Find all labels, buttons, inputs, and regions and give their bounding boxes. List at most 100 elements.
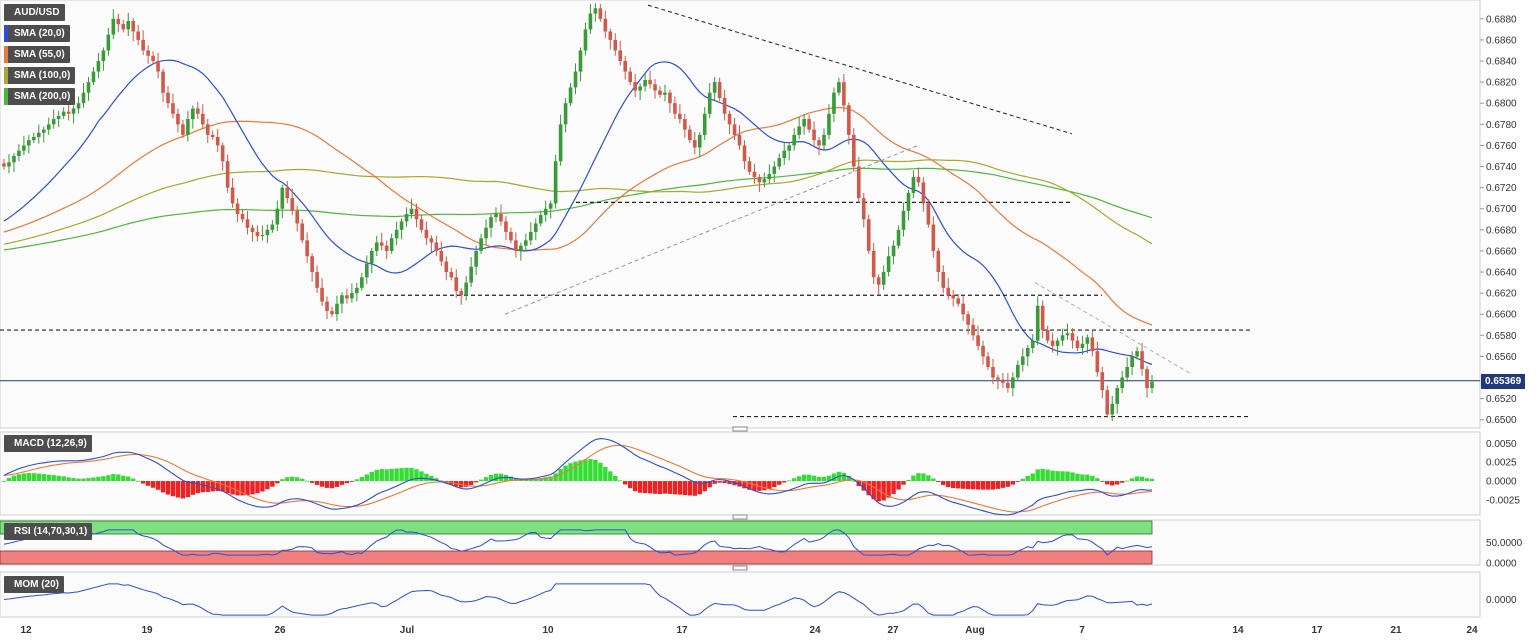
macd-histogram-bar: [528, 479, 533, 482]
candle-body: [588, 13, 593, 30]
macd-histogram-bar: [811, 475, 817, 482]
candle-body: [141, 39, 145, 51]
candle-body: [697, 134, 702, 148]
macd-histogram-bar: [399, 468, 404, 482]
candle-body: [220, 145, 225, 162]
macd-histogram-bar: [523, 480, 529, 482]
sma-55-label[interactable]: SMA (55,0): [4, 46, 70, 63]
macd-histogram-bar: [1134, 476, 1140, 482]
resize-handle[interactable]: [732, 426, 748, 432]
candle-body: [1006, 382, 1010, 389]
rsi-label[interactable]: RSI (14,70,30,1): [4, 523, 93, 540]
macd-histogram-bar: [339, 481, 345, 485]
candle-body: [866, 219, 871, 251]
candle-body: [449, 272, 454, 278]
candle-body: [364, 263, 369, 278]
macd-histogram-bar: [563, 465, 568, 482]
candle-body: [1011, 377, 1015, 389]
macd-histogram-bar: [1035, 469, 1040, 482]
candle-body: [1125, 366, 1129, 378]
resistance-trendline[interactable]: [647, 4, 1073, 135]
candle-body: [151, 55, 155, 62]
resize-handle[interactable]: [732, 514, 748, 520]
candle-body: [971, 324, 975, 336]
candle-body: [71, 108, 76, 114]
y-tick-label: 0.6560: [1486, 352, 1517, 363]
macd-histogram-bar: [657, 481, 663, 495]
x-tick-label: 24: [1466, 625, 1478, 636]
instrument-label[interactable]: AUD/USD: [4, 4, 65, 21]
candle-body: [911, 177, 916, 193]
macd-histogram-bar: [777, 481, 782, 485]
macd-histogram-bar: [687, 481, 693, 496]
macd-label[interactable]: MACD (12,26,9): [4, 435, 92, 452]
sma-100-label[interactable]: SMA (100,0): [4, 67, 76, 84]
macd-histogram-bar: [1, 481, 7, 482]
candle-body: [1055, 340, 1060, 346]
candle-body: [290, 198, 295, 211]
candle-body: [852, 134, 856, 167]
candle-body: [260, 235, 265, 237]
sma-20-label[interactable]: SMA (20,0): [4, 25, 70, 42]
x-tick-label: 24: [809, 625, 821, 636]
macd-histogram-bar: [374, 469, 379, 482]
macd-histogram-bar: [145, 481, 151, 486]
candle-body: [628, 71, 632, 83]
macd-histogram-bar: [538, 478, 543, 482]
macd-histogram-bar: [220, 481, 225, 492]
macd-histogram-bar: [1100, 481, 1105, 482]
macd-histogram-bar: [1050, 470, 1055, 482]
y-tick-label: 0.6720: [1486, 183, 1517, 194]
candle-body: [692, 140, 697, 148]
candle-body: [722, 97, 727, 114]
y-tick-label: 0.6760: [1486, 141, 1517, 152]
candle-body: [7, 162, 11, 167]
sma-200-label[interactable]: SMA (200,0): [4, 88, 76, 105]
candle-body: [528, 231, 533, 241]
macd-histogram-bar: [26, 473, 32, 482]
macd-histogram-bar: [876, 481, 881, 502]
macd-histogram-bar: [1030, 473, 1035, 482]
macd-histogram-bar: [295, 477, 300, 482]
candle-body: [996, 377, 1000, 380]
macd-histogram-bar: [717, 481, 722, 483]
macd-histogram-bar: [240, 481, 245, 496]
macd-histogram-bar: [603, 466, 608, 482]
mom-label[interactable]: MOM (20): [4, 576, 64, 593]
macd-histogram-bar: [155, 481, 161, 490]
macd-histogram-bar: [429, 475, 434, 482]
candle-body: [1150, 381, 1154, 389]
candle-body: [355, 287, 359, 294]
macd-histogram-bar: [1025, 475, 1030, 482]
macd-histogram-bar: [493, 473, 499, 482]
candle-body: [1135, 351, 1139, 357]
macd-histogram-bar: [270, 481, 275, 487]
macd-histogram-bar: [1010, 481, 1016, 485]
candle-body: [966, 314, 970, 325]
candle-body: [807, 119, 811, 130]
resize-handle[interactable]: [732, 565, 748, 571]
candle-body: [926, 203, 931, 225]
y-tick-label: 0.6660: [1486, 246, 1517, 257]
macd-histogram-bar: [369, 471, 374, 482]
candle-body: [126, 20, 131, 30]
candle-body: [1140, 351, 1144, 370]
candle-body: [509, 231, 513, 241]
macd-histogram-bar: [463, 481, 469, 487]
candle-body: [474, 250, 478, 267]
macd-histogram-bar: [56, 475, 61, 482]
macd-histogram-bar: [787, 480, 792, 482]
macd-histogram-bar: [980, 481, 986, 490]
macd-histogram-bar: [245, 481, 250, 496]
candle-body: [444, 261, 449, 273]
panel-resize-handles[interactable]: [732, 426, 748, 571]
candle-body: [394, 229, 399, 239]
macd-histogram-bar: [41, 474, 46, 482]
falling-trendline[interactable]: [1034, 282, 1191, 374]
macd-histogram-bar: [682, 481, 688, 496]
rising-trendline[interactable]: [504, 144, 919, 315]
candle-body: [668, 92, 672, 104]
macd-histogram-bar: [762, 481, 767, 491]
candle-body: [1020, 356, 1025, 365]
macd-histogram-bar: [747, 481, 752, 490]
